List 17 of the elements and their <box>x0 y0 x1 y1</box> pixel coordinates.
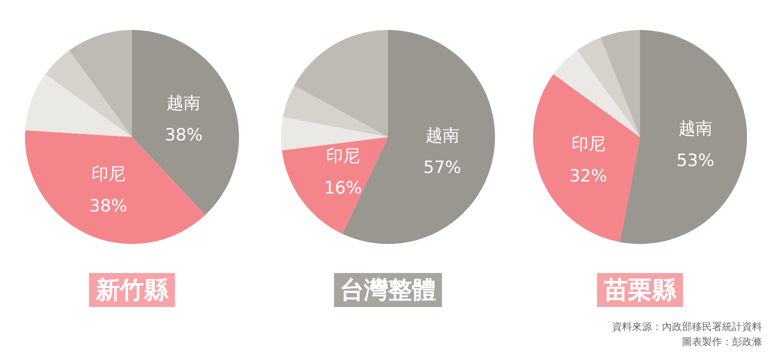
slice-label: 印尼 <box>91 164 126 184</box>
slice-label: 印尼 <box>571 134 606 154</box>
slice-label: 越南 <box>166 94 201 114</box>
data-label: 16% <box>324 178 362 199</box>
text: 新竹縣 <box>95 276 169 304</box>
text: 圖表製作：彭政滌 <box>682 336 762 348</box>
data-label: 57% <box>423 158 462 178</box>
slice-label: 越南 <box>425 126 460 146</box>
data-label: 38% <box>164 126 203 146</box>
text: 苗栗縣 <box>603 276 677 304</box>
slice-label: 印尼 <box>326 146 360 167</box>
data-label: 53% <box>676 151 714 172</box>
source-note: 資料來源：內政部移民署統計資料 <box>612 321 762 333</box>
text: 台灣整體 <box>340 276 436 304</box>
slice-label: 越南 <box>678 119 712 140</box>
data-label: 38% <box>89 196 128 216</box>
data-label: 32% <box>569 166 608 186</box>
